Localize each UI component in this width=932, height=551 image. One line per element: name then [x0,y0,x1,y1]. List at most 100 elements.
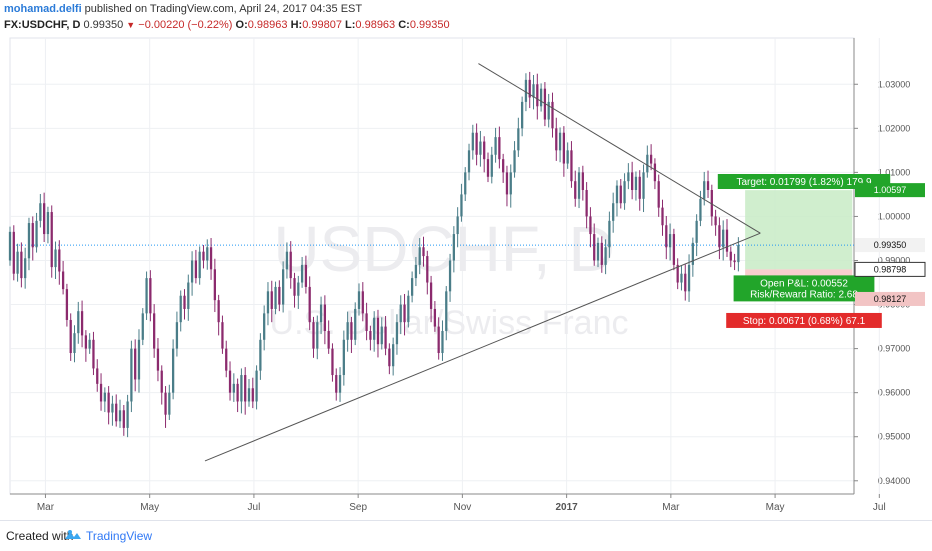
chart-header: mohamad.delfi published on TradingView.c… [0,0,932,36]
candle-body [722,229,725,248]
candle-body [61,271,65,290]
candle-body [532,84,535,98]
candle-body [676,264,679,283]
candle-body [43,203,46,235]
candle-body [259,339,262,371]
candle-body [695,220,698,243]
candle-body [513,150,516,173]
candle-body [528,79,531,98]
candle-body [107,392,110,413]
candle-body [357,291,361,309]
chart-area[interactable]: 1.030001.020001.010001.000000.990000.980… [4,36,928,518]
candle-body [293,278,296,296]
price-tick-label: 1.00000 [878,211,911,221]
candle-body [168,392,171,415]
symbol-label[interactable]: FX:USDCHF, D [4,19,81,31]
candle-body [547,101,550,120]
price-axis-label: 1.00597 [874,185,907,195]
candle-body [122,410,125,428]
close-value: 0.99350 [409,19,450,31]
candle-body [115,403,118,422]
candle-body [536,84,539,107]
candle-body [418,247,421,265]
candle-body [278,286,281,305]
candle-body [282,269,285,305]
candle-body [384,326,387,349]
candle-body [39,203,42,221]
candle-body [319,304,323,323]
candle-body [687,264,691,292]
candle-body [206,247,209,261]
candle-body [134,348,137,380]
open-label: O: [235,19,248,31]
candle-body [520,101,524,129]
candle-body [69,319,72,354]
candle-body [187,282,190,309]
candle-body [691,242,694,265]
price-tick-label: 0.95000 [878,432,911,442]
candle-body [680,273,683,283]
candle-body [342,339,345,376]
time-tick-label: May [140,502,159,513]
candle-body [251,388,254,402]
price-tick-label: 0.97000 [878,344,911,354]
candle-body [729,251,732,261]
candle-body [422,247,425,257]
candle-body [54,249,57,268]
candle-body [221,322,224,349]
candle-body [88,339,91,349]
candle-body [331,348,334,376]
candle-body [665,225,668,248]
candle-body [490,154,493,177]
candle-body [297,282,300,296]
candle-body [448,260,452,292]
price-axis-label-box [855,238,925,253]
candle-body [99,383,103,402]
candle-body [285,251,289,270]
candle-body [92,339,95,369]
candle-body [403,304,406,323]
candle-body [270,291,273,309]
author-name[interactable]: mohamad.delfi [4,3,82,15]
candle-body [604,247,607,265]
candle-body [672,234,676,265]
candle-body [733,260,736,263]
candle-body [608,220,611,248]
candle-body [65,289,69,320]
candle-body [96,368,99,384]
candle-body [194,260,198,279]
candle-body [615,185,619,204]
candle-body [346,322,349,340]
candle-body [737,245,740,263]
candle-body [562,132,566,164]
candle-body [581,172,584,190]
candle-body [145,278,148,314]
candle-body [156,348,160,371]
time-tick-label: Jul [248,502,261,513]
candle-body [213,269,216,301]
candle-body [118,410,122,422]
risk-reward-label: Risk/Reward Ratio: 2.68 [750,289,858,300]
open-pl-label: Open P&L: 0.00552 [760,278,848,289]
price-tick-label: 1.03000 [878,79,911,89]
target-label: Target: 0.01799 (1.82%) 179.9 [736,177,872,188]
candle-body [517,128,520,151]
candle-body [240,375,243,402]
candle-body [551,101,554,129]
candle-body [171,348,175,393]
candle-body [494,137,497,155]
candle-body [274,286,277,309]
candle-body [175,322,179,349]
candle-body [649,154,653,164]
candle-body [183,295,186,309]
candle-body [58,249,61,272]
candle-body [198,251,201,279]
price-axis-label: 0.99350 [874,240,907,250]
plot-frame [9,37,855,495]
time-tick-label: 2017 [555,502,578,513]
candle-body [77,311,80,334]
candle-body [703,181,706,199]
candle-body [46,212,50,235]
tradingview-brand[interactable]: TradingView [86,529,153,543]
chart-svg[interactable]: 1.030001.020001.010001.000000.990000.980… [4,36,928,518]
